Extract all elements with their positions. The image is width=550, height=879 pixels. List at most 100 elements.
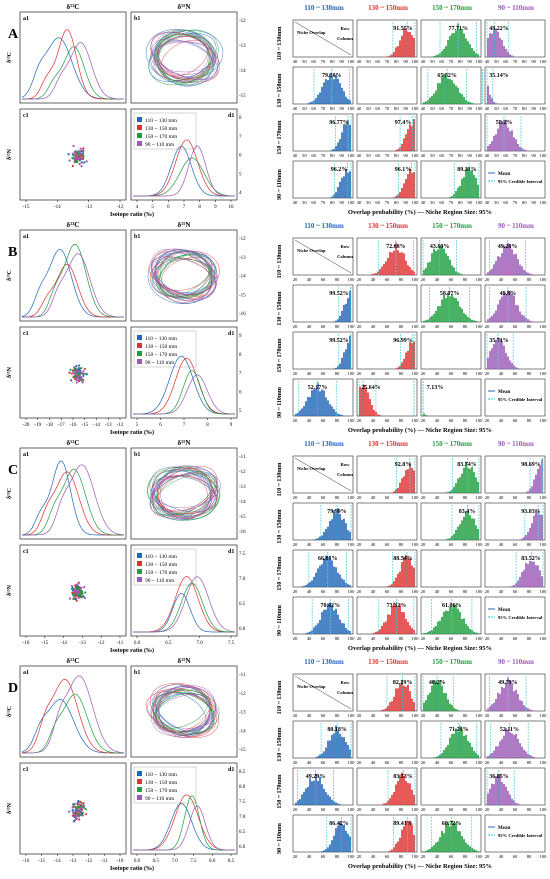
scatter-point <box>76 594 80 597</box>
histogram-bar <box>449 491 451 493</box>
histogram-bar <box>493 702 495 711</box>
y-tick-label: 8.0 <box>239 785 246 790</box>
matrix-x-tick: 80 <box>522 59 527 64</box>
histogram-bar <box>513 585 515 587</box>
histogram-bar <box>331 734 333 758</box>
histogram-bar <box>337 78 339 104</box>
histogram-bar <box>495 699 497 711</box>
histogram-bar <box>413 567 415 587</box>
subplot-frame <box>19 544 127 637</box>
y-tick-label: 7.5 <box>239 800 246 805</box>
matrix-x-tick: 20 <box>293 636 298 641</box>
legend-swatch <box>137 359 142 364</box>
histogram-bar <box>405 781 407 805</box>
histogram-bar <box>453 604 455 634</box>
y-tick-label: 7 <box>239 372 242 377</box>
histogram-bar <box>433 757 435 758</box>
matrix-x-tick: 20 <box>293 589 298 594</box>
matrix-x-tick: 80 <box>463 636 468 641</box>
row-header: 130 ~ 150mm <box>277 291 283 325</box>
n15-title: δ¹⁵N <box>178 221 191 229</box>
overlap-value-label: 86.42% <box>329 821 349 827</box>
histogram-bar <box>409 559 411 587</box>
histogram-bar <box>435 55 437 57</box>
histogram-bar <box>329 521 331 540</box>
scatter-point <box>78 364 81 367</box>
matrix-x-tick: 40 <box>435 807 440 812</box>
histogram-bar <box>329 740 331 758</box>
histogram-bar <box>445 492 447 493</box>
histogram-bar <box>329 197 331 198</box>
histogram-bar <box>413 702 415 711</box>
histogram-bar <box>391 606 393 634</box>
x-tick-label: 5 <box>136 423 139 428</box>
histogram-bar <box>335 75 337 104</box>
histogram-bar <box>397 573 399 587</box>
matrix-cell-frame <box>356 596 418 635</box>
y-tick-label: 6.0 <box>239 627 246 632</box>
histogram-bar <box>373 410 375 416</box>
histogram-bar <box>519 804 521 805</box>
histogram-bar <box>507 729 509 758</box>
matrix-x-tick: 60 <box>321 324 326 329</box>
histogram-bar <box>473 103 475 104</box>
histogram-bar <box>477 184 479 198</box>
histogram-bar <box>329 796 331 805</box>
overlap-value-label: 77.71% <box>448 26 468 32</box>
histogram-bar <box>535 565 537 587</box>
histogram-bar <box>529 709 531 711</box>
matrix-x-tick: 80 <box>399 713 404 718</box>
histogram-bar <box>341 87 343 104</box>
histogram-bar <box>305 633 307 634</box>
matrix-x-tick: 70 <box>385 106 390 111</box>
histogram-bar <box>333 368 335 369</box>
legend-entry: 150 ~ 170 mm <box>145 352 178 358</box>
legend-swatch <box>137 343 142 348</box>
histogram-bar <box>455 530 457 540</box>
scatter-point <box>72 811 75 814</box>
legend-swatch <box>137 141 142 146</box>
matrix-x-tick: 80 <box>458 106 463 111</box>
row-header: 110 ~ 130mm <box>277 245 283 279</box>
histogram-bar <box>329 844 331 852</box>
histogram-bar <box>453 707 455 711</box>
histogram-bar <box>473 175 475 198</box>
histogram-bar <box>443 833 445 852</box>
matrix-x-tick: 60 <box>449 713 454 718</box>
matrix-x-tick: 40 <box>307 277 312 282</box>
overlap-value-label: 65.82% <box>437 73 457 79</box>
histogram-bar <box>455 298 457 322</box>
x-axis-label: Isotope ratio (‰) <box>110 429 154 436</box>
legend-entry: 110 ~ 130 mm <box>145 772 178 778</box>
matrix-x-tick: 40 <box>307 713 312 718</box>
matrix-x-tick: 60 <box>321 589 326 594</box>
scatter-point <box>77 156 80 159</box>
histogram-bar <box>533 561 535 587</box>
histogram-bar <box>459 273 461 275</box>
histogram-bar <box>525 751 527 758</box>
scatter-point <box>68 371 71 374</box>
matrix-x-tick: 40 <box>435 542 440 547</box>
matrix-x-tick: 80 <box>394 106 399 111</box>
histogram-bar <box>411 173 413 198</box>
histogram-bar <box>461 308 463 322</box>
histogram-bar <box>535 474 537 493</box>
histogram-bar <box>387 800 389 805</box>
x-tick-label: 7.5 <box>228 641 235 646</box>
histogram-bar <box>433 627 435 634</box>
histogram-bar <box>531 710 533 711</box>
histogram-bar <box>411 269 413 275</box>
matrix-x-tick: 80 <box>330 59 335 64</box>
histogram-bar <box>341 132 343 151</box>
overlap-value-label: 73.32% <box>387 603 407 609</box>
matrix-x-tick: 60 <box>321 495 326 500</box>
histogram-bar <box>407 557 409 587</box>
matrix-cell-frame <box>356 66 418 105</box>
matrix-x-tick: 40 <box>307 807 312 812</box>
matrix-x-tick: 60 <box>513 418 518 423</box>
histogram-bar <box>517 694 519 711</box>
legend-entry: 90 ~ 110 mm <box>145 142 175 148</box>
histogram-bar <box>449 259 451 275</box>
histogram-bar <box>305 401 307 416</box>
histogram-bar <box>393 696 395 711</box>
